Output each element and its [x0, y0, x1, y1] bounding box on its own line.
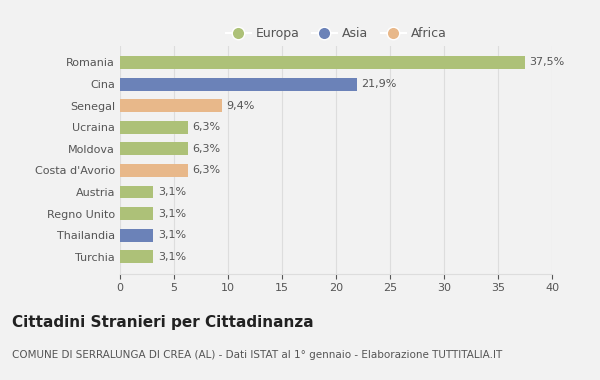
Bar — [120, 78, 356, 90]
Text: 9,4%: 9,4% — [226, 101, 254, 111]
Text: 6,3%: 6,3% — [193, 122, 220, 132]
Text: 37,5%: 37,5% — [529, 57, 565, 67]
Bar — [120, 229, 154, 242]
Bar — [120, 185, 154, 198]
Text: 3,1%: 3,1% — [158, 252, 186, 262]
Bar — [120, 250, 154, 263]
Text: 3,1%: 3,1% — [158, 209, 186, 218]
Text: 3,1%: 3,1% — [158, 187, 186, 197]
Bar — [120, 56, 525, 69]
Text: COMUNE DI SERRALUNGA DI CREA (AL) - Dati ISTAT al 1° gennaio - Elaborazione TUTT: COMUNE DI SERRALUNGA DI CREA (AL) - Dati… — [12, 350, 502, 359]
Bar — [120, 142, 188, 155]
Text: 21,9%: 21,9% — [361, 79, 396, 89]
Text: 6,3%: 6,3% — [193, 144, 220, 154]
Legend: Europa, Asia, Africa: Europa, Asia, Africa — [221, 22, 452, 45]
Bar — [120, 207, 154, 220]
Bar — [120, 121, 188, 134]
Text: Cittadini Stranieri per Cittadinanza: Cittadini Stranieri per Cittadinanza — [12, 315, 314, 330]
Bar — [120, 99, 221, 112]
Text: 6,3%: 6,3% — [193, 165, 220, 176]
Bar — [120, 164, 188, 177]
Text: 3,1%: 3,1% — [158, 230, 186, 240]
